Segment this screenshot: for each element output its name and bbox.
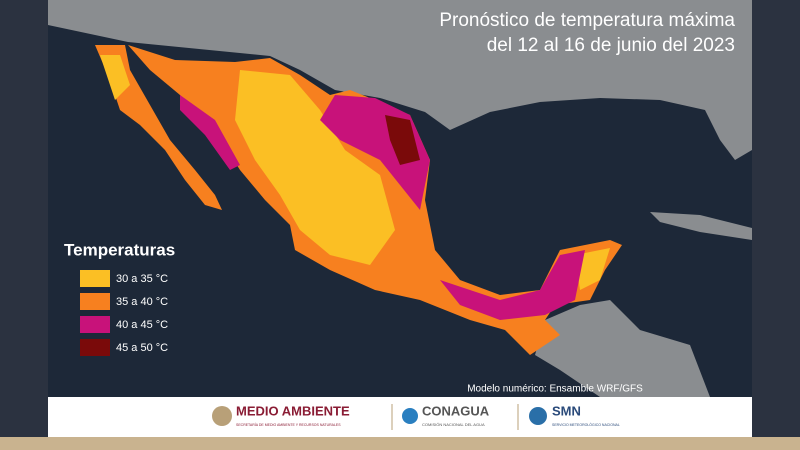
logo-subtitle: COMISIÓN NACIONAL DEL AGUA [422,422,485,427]
region-magenta [440,250,585,320]
legend-label: 45 a 50 °C [116,342,168,354]
legend-swatch [80,293,110,310]
subtitle: del 12 al 16 de junio del 2023 [487,35,735,56]
bottom-strip [0,437,800,450]
legend-label: 30 a 35 °C [116,273,168,285]
logo-subtitle: SECRETARÍA DE MEDIO AMBIENTE Y RECURSOS … [236,423,341,427]
logo-subtitle: SERVICIO METEOROLÓGICO NACIONAL [552,422,620,427]
region-yellow [575,248,610,290]
region-yellow [235,70,395,265]
legend-swatch [80,316,110,333]
legend-swatch [80,339,110,356]
region-magenta [180,95,240,170]
region-darkred [385,115,420,165]
logo-name: MEDIO AMBIENTE [236,403,350,418]
land-cuba [650,212,752,240]
mexico-map [95,45,622,355]
legend: 30 a 35 °C 35 a 40 °C 40 a 45 °C 45 a 50 °C [80,270,168,356]
model-note: Modelo numérico: Ensamble WRF/GFS [467,384,643,395]
logo-name: SMN [552,403,581,418]
title: Pronóstico de temperatura máxima [439,10,735,31]
legend-label: 35 a 40 °C [116,296,168,308]
footer-band [48,397,752,437]
logo-name: CONAGUA [422,403,490,418]
land-central-america [535,300,710,397]
logo-icon [402,408,418,424]
legend-swatch [80,270,110,287]
region-yellow [100,55,130,100]
legend-label: 40 a 45 °C [116,319,168,331]
land-us [48,0,752,160]
legend-title: Temperaturas [64,240,175,259]
logo-icon [529,407,547,425]
logo-icon [212,406,232,426]
